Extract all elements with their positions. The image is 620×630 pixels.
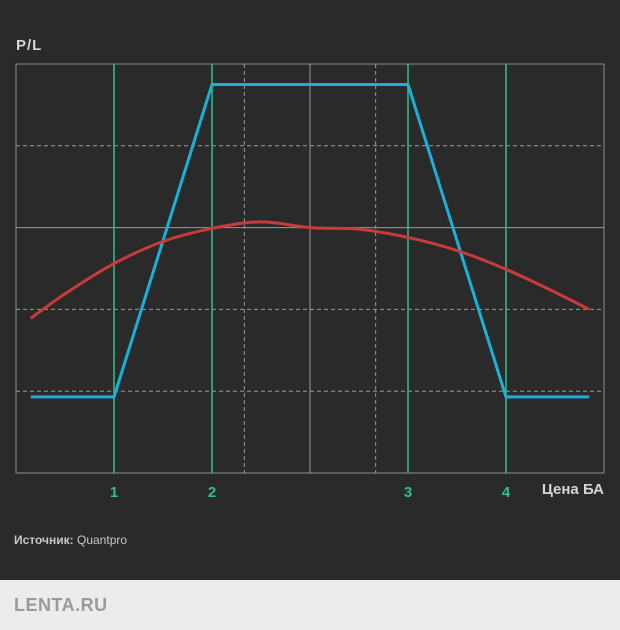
x-tick-label-3: 3 bbox=[404, 484, 412, 501]
series-line-2 bbox=[29, 220, 590, 320]
x-tick-label-1: 1 bbox=[110, 484, 118, 501]
source-label: Источник: bbox=[14, 533, 74, 547]
chart-svg: 1 2 3 4 bbox=[15, 63, 605, 501]
lenta-logo: LENTA.RU bbox=[14, 595, 108, 615]
x-axis-label: Цена БА bbox=[541, 481, 604, 498]
chart-area: P/L 1 2 3 4 Цена БА bbox=[15, 37, 605, 501]
x-tick-label-2: 2 bbox=[208, 484, 216, 501]
source-note: Источник: Quantpro bbox=[14, 533, 127, 547]
footer: LENTA.RU bbox=[0, 580, 620, 630]
y-axis-label: P/L bbox=[16, 37, 43, 54]
x-tick-label-4: 4 bbox=[502, 484, 511, 501]
series-line-1 bbox=[30, 82, 590, 399]
source-value: Quantpro bbox=[77, 533, 128, 547]
